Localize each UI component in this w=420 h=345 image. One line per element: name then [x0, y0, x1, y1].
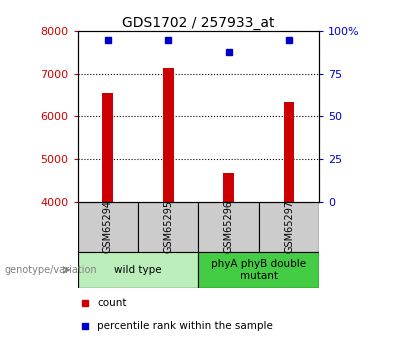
Text: genotype/variation: genotype/variation	[4, 265, 97, 275]
Bar	[223, 173, 234, 202]
Bar	[102, 93, 113, 202]
Text: GDS1702 / 257933_at: GDS1702 / 257933_at	[122, 16, 275, 30]
Text: GSM65296: GSM65296	[223, 200, 234, 253]
Text: percentile rank within the sample: percentile rank within the sample	[97, 322, 273, 332]
Text: phyA phyB double
mutant: phyA phyB double mutant	[211, 259, 306, 281]
Text: GSM65295: GSM65295	[163, 200, 173, 253]
Bar	[78, 252, 199, 288]
Bar	[199, 202, 259, 252]
Text: GSM65294: GSM65294	[103, 200, 113, 253]
Text: GSM65297: GSM65297	[284, 200, 294, 253]
Bar	[138, 202, 199, 252]
Bar	[78, 202, 138, 252]
Bar	[259, 202, 319, 252]
Text: count: count	[97, 298, 126, 308]
Bar	[284, 102, 294, 202]
Text: wild type: wild type	[114, 265, 162, 275]
Bar	[199, 252, 319, 288]
Bar	[163, 68, 174, 202]
